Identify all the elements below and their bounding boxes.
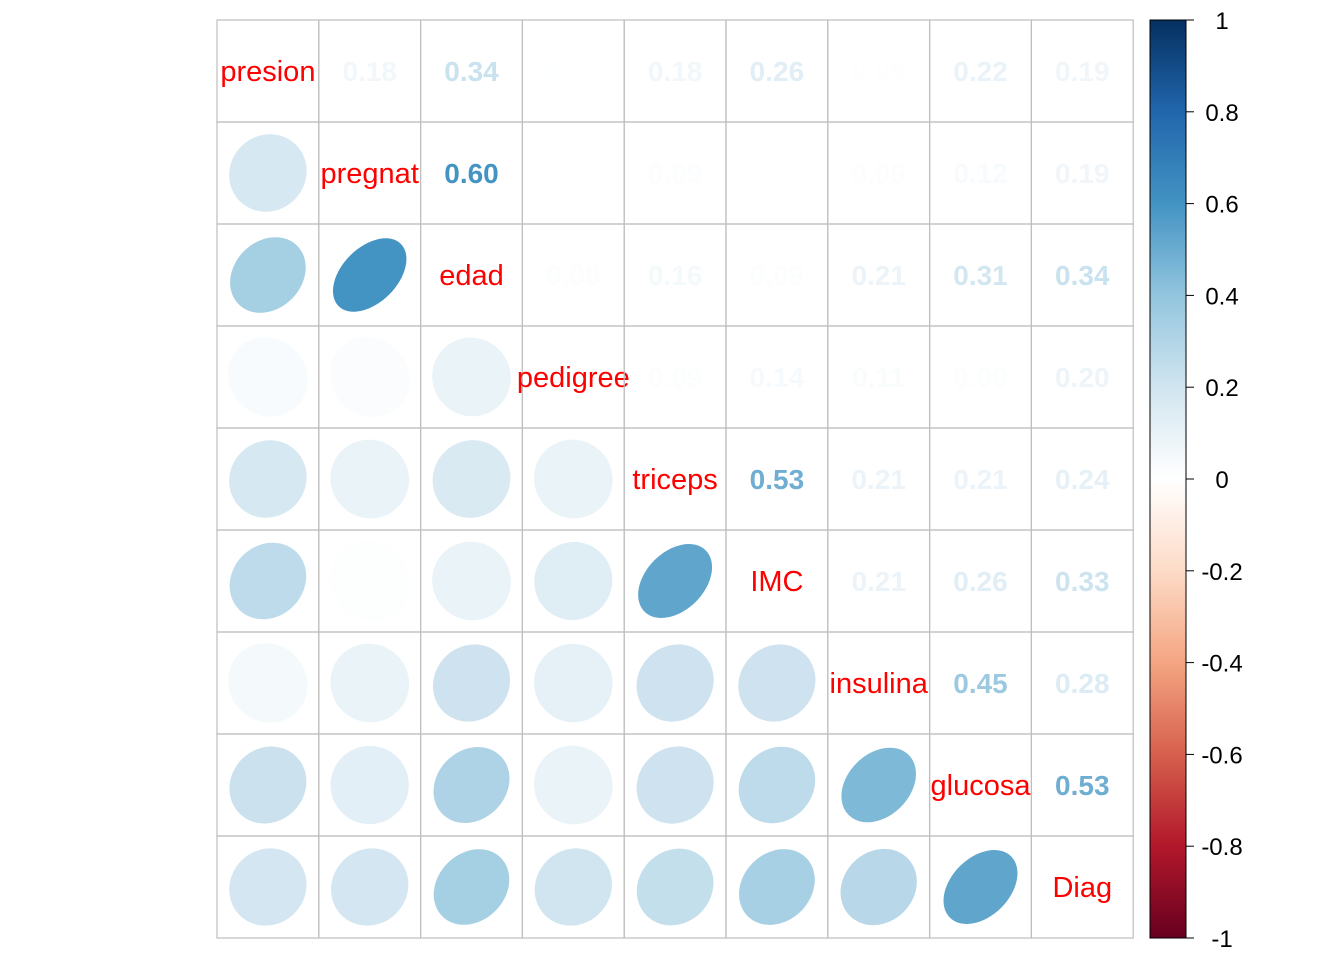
correlation-ellipse (840, 848, 917, 926)
correlation-value: 0.45 (953, 668, 1008, 699)
correlation-ellipse (433, 849, 510, 925)
correlation-ellipse (739, 849, 815, 925)
colorbar-tick-label: 0 (1215, 467, 1228, 494)
correlation-value: 0.24 (1055, 464, 1110, 495)
correlation-value: 0.21 (851, 464, 906, 495)
correlation-ellipse (636, 644, 714, 722)
variable-label: Diag (1052, 872, 1112, 904)
colorbar-tick-label: -1 (1211, 926, 1232, 953)
correlation-ellipse (534, 643, 613, 723)
correlation-ellipse (330, 439, 410, 519)
correlation-value: 0.05 (851, 56, 906, 87)
variable-label: pedigree (517, 362, 630, 394)
correlation-value: 0.34 (1055, 260, 1110, 291)
correlation-ellipse (329, 541, 410, 621)
correlation-ellipse (331, 848, 409, 926)
correlation-value: 0.02 (546, 158, 601, 189)
correlation-ellipse (330, 643, 410, 723)
correlation-ellipse (329, 337, 410, 417)
colorbar-tick-label: 0.6 (1205, 192, 1238, 219)
correlation-value: 0.19 (1055, 158, 1110, 189)
colorbar-tick-label: 0.8 (1205, 100, 1238, 127)
correlation-ellipse (332, 238, 407, 312)
colorbar-gradient (1149, 19, 1187, 939)
correlation-value: 0.21 (851, 260, 906, 291)
correlation-ellipse (432, 440, 511, 518)
variable-label: insulina (830, 668, 929, 700)
correlation-value: 0.14 (750, 362, 805, 393)
variable-label: edad (439, 260, 504, 292)
correlation-ellipse (330, 745, 409, 825)
correlation-ellipse (636, 746, 714, 824)
correlation-value: 0.18 (648, 56, 703, 87)
correlation-ellipse (229, 746, 307, 824)
correlation-value: 0.11 (852, 362, 905, 393)
correlation-value: 0.03 (546, 56, 601, 87)
correlation-value: 0.09 (648, 158, 703, 189)
correlation-value: 0.09 (953, 362, 1008, 393)
correlation-value: 0.31 (953, 260, 1008, 291)
grid-cell (1030, 835, 1134, 939)
correlation-value: 0.12 (953, 158, 1008, 189)
variable-label: triceps (632, 464, 717, 496)
correlation-value: 0.19 (1055, 56, 1110, 87)
correlation-value: 0.09 (648, 362, 703, 393)
correlation-ellipse (738, 644, 816, 722)
correlation-ellipse (229, 848, 307, 926)
colorbar-tick-label: -0.6 (1201, 742, 1242, 769)
correlation-ellipse (534, 541, 613, 621)
correlation-value: 0.18 (342, 56, 397, 87)
colorbar-tick-label: -0.4 (1201, 651, 1242, 678)
correlation-value: 0.09 (851, 158, 906, 189)
correlation-ellipse (943, 850, 1018, 924)
correlation-value: 0.16 (648, 260, 703, 291)
correlation-ellipse (841, 747, 916, 823)
correlation-value: 0.28 (1055, 668, 1110, 699)
colorbar-tick-label: -0.2 (1201, 559, 1242, 586)
correlation-ellipse (533, 745, 613, 825)
correlation-value: 0.09 (750, 260, 805, 291)
correlation-ellipse (432, 541, 511, 621)
correlation-value: 0.33 (1055, 566, 1110, 597)
colorbar-tick-label: 0.4 (1205, 283, 1238, 310)
correlation-ellipse (229, 542, 307, 620)
correlation-value: 0.09 (546, 260, 601, 291)
correlation-value: 0.60 (444, 158, 499, 189)
variable-label: IMC (750, 566, 803, 598)
colorbar-tick-label: 0.2 (1205, 375, 1238, 402)
correlation-ellipse (433, 747, 510, 823)
correlation-matrix: presion 0.18 0.34 0.03 0.18 0.26 0.05 0.22 0.19 p… (216, 19, 1134, 939)
correlation-ellipse (228, 337, 308, 417)
colorbar: 1 0.8 0.6 0.4 0.2 0 -0.2 -0.4 -0.6 -0.8 -1 (1149, 8, 1243, 953)
correlation-value: 0.01 (750, 158, 805, 189)
correlation-ellipse (534, 848, 612, 926)
correlation-value: 0.26 (750, 56, 805, 87)
correlation-value: 0.21 (953, 464, 1008, 495)
variable-label: pregnat (321, 158, 419, 190)
correlation-value: 0.22 (953, 56, 1008, 87)
correlation-ellipse (432, 337, 511, 417)
variable-label: glucosa (931, 770, 1032, 802)
correlation-value: 0.26 (953, 566, 1008, 597)
correlation-ellipse (229, 134, 307, 212)
correlation-ellipse (432, 644, 511, 722)
correlation-ellipse (738, 746, 816, 824)
correlation-ellipse (533, 439, 613, 519)
correlation-value: 0.53 (750, 464, 805, 495)
correlation-value: 0.53 (1055, 770, 1110, 801)
colorbar-ticks: 1 0.8 0.6 0.4 0.2 0 -0.2 -0.4 -0.6 -0.8 -1 (1186, 8, 1243, 953)
correlation-value: 0.20 (1055, 362, 1110, 393)
correlation-ellipse (230, 237, 306, 313)
correlation-ellipse (229, 440, 307, 518)
correlation-ellipse (228, 643, 308, 723)
colorbar-tick-label: -0.8 (1201, 834, 1242, 861)
correlation-value: 0.34 (444, 56, 499, 87)
colorbar-tick-label: 1 (1215, 8, 1228, 35)
variable-label: presion (220, 56, 315, 88)
correlation-ellipse (636, 848, 714, 926)
correlation-ellipse (638, 544, 713, 618)
correlation-value: 0.21 (851, 566, 906, 597)
